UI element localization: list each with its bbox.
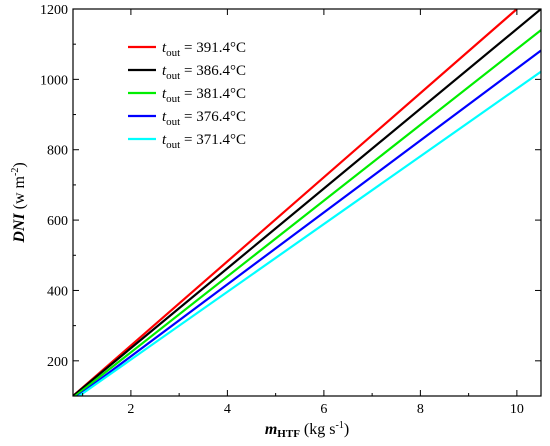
x-tick-label: 8	[417, 402, 424, 417]
series-line-4	[75, 49, 541, 396]
plot-frame	[72, 8, 542, 397]
legend-label-5: tout = 371.4°C	[162, 132, 246, 151]
series-layer	[73, 9, 541, 396]
legend-label-1: tout = 391.4°C	[162, 40, 246, 59]
x-tick-label: 2	[127, 402, 134, 417]
x-tick-label: 6	[320, 402, 327, 417]
y-tick-label: 1000	[40, 73, 68, 88]
axes-layer: 2 4 6 8 10 200 400 600 800 1000 1200 mHTF (kg s-1) D…	[10, 3, 542, 440]
series-line-2	[73, 9, 541, 396]
y-tick-label: 400	[47, 284, 68, 299]
x-tick-label: 4	[224, 402, 231, 417]
legend: tout = 391.4°C tout = 386.4°C tout = 381.4…	[128, 40, 246, 151]
y-tick-label: 800	[47, 144, 68, 159]
y-axis-title: DNI (w m-2)	[10, 162, 28, 243]
y-tick-label: 600	[47, 214, 68, 229]
y-tick-label: 200	[47, 355, 68, 370]
legend-label-4: tout = 376.4°C	[162, 109, 246, 128]
y-tick-label: 1200	[40, 3, 68, 18]
series-line-1	[73, 9, 518, 396]
legend-label-3: tout = 381.4°C	[162, 86, 246, 105]
legend-label-2: tout = 386.4°C	[162, 63, 246, 82]
x-axis-title: mHTF (kg s-1)	[265, 420, 349, 440]
series-line-3	[73, 29, 541, 396]
x-tick-label: 10	[510, 402, 524, 417]
series-line-5	[77, 70, 541, 396]
